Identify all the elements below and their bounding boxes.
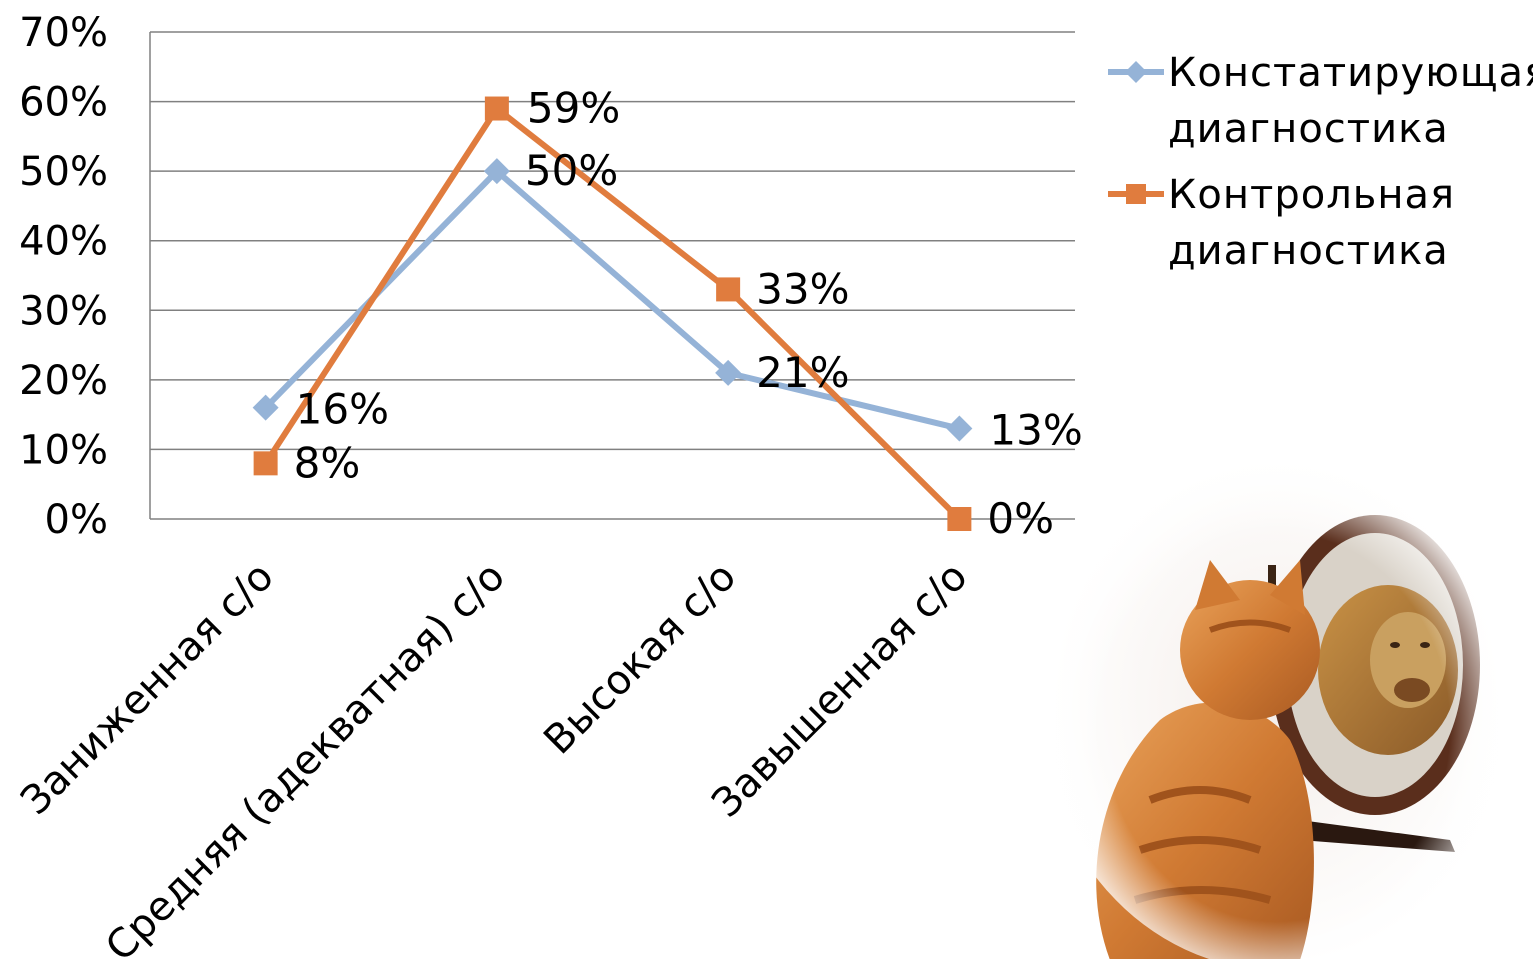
data-label: 8% (294, 438, 361, 487)
data-point-square (716, 277, 741, 302)
data-label: 13% (989, 406, 1082, 455)
x-category-label: Завышенная с/о (703, 554, 976, 827)
data-point-square (484, 96, 509, 121)
legend-label: Констатирующая (1168, 50, 1533, 96)
data-point-square (947, 507, 972, 531)
data-label: 50% (525, 146, 618, 195)
y-tick-label: 70% (19, 10, 108, 56)
data-point-diamond (715, 359, 742, 386)
kitten-mirror-lion-icon (1037, 430, 1517, 959)
data-label: 0% (987, 494, 1054, 543)
data-point-diamond (252, 394, 279, 421)
data-label: 16% (296, 385, 389, 434)
data-point-square (253, 451, 278, 476)
y-tick-label: 20% (19, 358, 108, 404)
data-point-diamond (483, 158, 510, 185)
y-tick-label: 30% (19, 288, 108, 334)
legend-marker-square (1126, 184, 1146, 204)
data-labels: 16% 50% 21% 13% 8% 59% 33% 0% (294, 84, 1083, 543)
data-label: 33% (756, 264, 849, 313)
legend-label: диагностика (1168, 228, 1449, 274)
legend-marker-diamond (1125, 61, 1147, 83)
data-point-diamond (946, 415, 973, 442)
y-tick-label: 60% (19, 80, 108, 126)
y-tick-label: 0% (45, 497, 108, 543)
y-tick-label: 40% (19, 219, 108, 265)
data-label: 21% (756, 348, 849, 397)
legend: Констатирующая диагностика Контрольная диаг… (1108, 50, 1533, 274)
data-label: 59% (527, 84, 620, 133)
legend-label: диагностика (1168, 106, 1449, 152)
series (252, 96, 973, 531)
x-category-label: Высокая с/о (535, 554, 745, 764)
legend-label: Контрольная (1168, 172, 1455, 218)
y-tick-label: 10% (19, 427, 108, 473)
y-tick-label: 50% (19, 149, 108, 195)
x-category-label: Средняя (адекватная) с/о (97, 554, 514, 959)
series-line (263, 105, 962, 522)
x-category-label: Заниженная с/о (12, 554, 282, 824)
gridlines (150, 31, 1075, 451)
